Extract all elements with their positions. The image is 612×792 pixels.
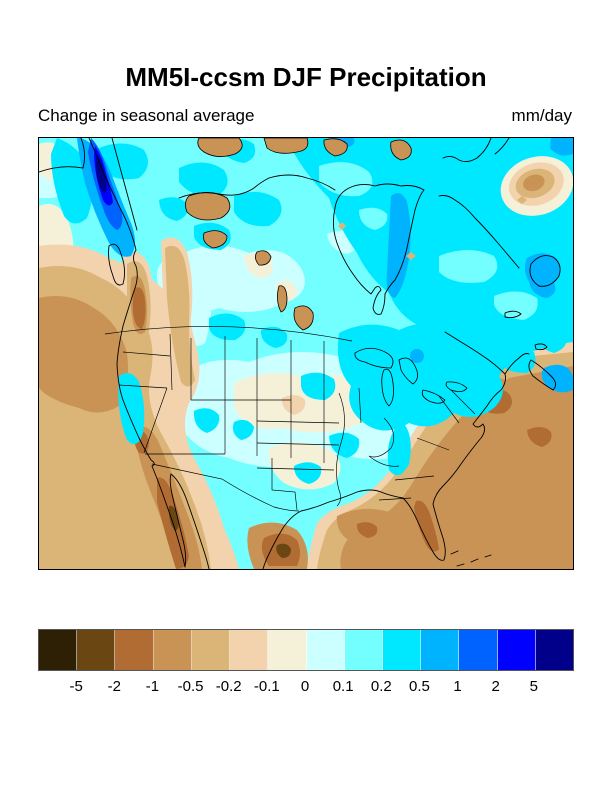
arctic-islands xyxy=(185,138,412,331)
colorbar-cell xyxy=(77,630,116,670)
colorbar-cell xyxy=(268,630,307,670)
colorbar-cell xyxy=(535,630,574,670)
contour-navy xyxy=(96,155,107,194)
colorbar-cell xyxy=(191,630,231,670)
colorbar-tick-label: -0.5 xyxy=(177,678,204,695)
great-lakes xyxy=(354,347,468,407)
colorbar-tick-label: 1 xyxy=(453,678,462,695)
precipitation-change-map xyxy=(39,138,573,569)
colorbar-tick-label: 0.2 xyxy=(370,678,392,695)
colorbar-tick-label: 0.5 xyxy=(408,678,430,695)
colorbar-cell xyxy=(382,630,422,670)
colorbar-tick-label: -0.2 xyxy=(215,678,242,695)
colorbar xyxy=(38,629,574,671)
colorbar-tick-label: 2 xyxy=(491,678,500,695)
colorbar-cell xyxy=(115,630,154,670)
subtitle-row: Change in seasonal average mm/day xyxy=(38,104,572,126)
figure-title: MM5I-ccsm DJF Precipitation xyxy=(125,62,487,92)
map-panel xyxy=(38,137,574,570)
greenland-anomaly xyxy=(500,156,573,216)
colorbar-tick-label: -0.1 xyxy=(253,678,280,695)
small-anomaly-dots xyxy=(338,196,527,260)
colorbar-cell xyxy=(230,630,269,670)
colorbar-cell xyxy=(39,630,78,670)
colorbar-tick-label: -2 xyxy=(107,678,121,695)
colorbar-cell xyxy=(459,630,498,670)
colorbar-cell xyxy=(344,630,383,670)
colorbar-tick-label: -5 xyxy=(69,678,83,695)
colorbar-labels: -5 -2 -1 -0.5 -0.2 -0.1 0 0.1 0.2 0.5 1 2 5 xyxy=(38,678,572,698)
colorbar-tick-label: 0.1 xyxy=(332,678,354,695)
coastlines xyxy=(39,138,561,569)
subtitle-left: Change in seasonal average xyxy=(38,106,255,125)
units-label: mm/day xyxy=(511,106,572,125)
colorbar-cell xyxy=(153,630,192,670)
contour-brown xyxy=(132,287,552,569)
colorbar-tick-label: -1 xyxy=(145,678,160,695)
colorbar-tick-label: 5 xyxy=(529,678,539,695)
colorbar-cell xyxy=(306,630,345,670)
colorbar-cell xyxy=(421,630,460,670)
colorbar-cell xyxy=(497,630,536,670)
state-borders xyxy=(104,326,476,512)
colorbar-tick-label: 0 xyxy=(300,678,310,695)
